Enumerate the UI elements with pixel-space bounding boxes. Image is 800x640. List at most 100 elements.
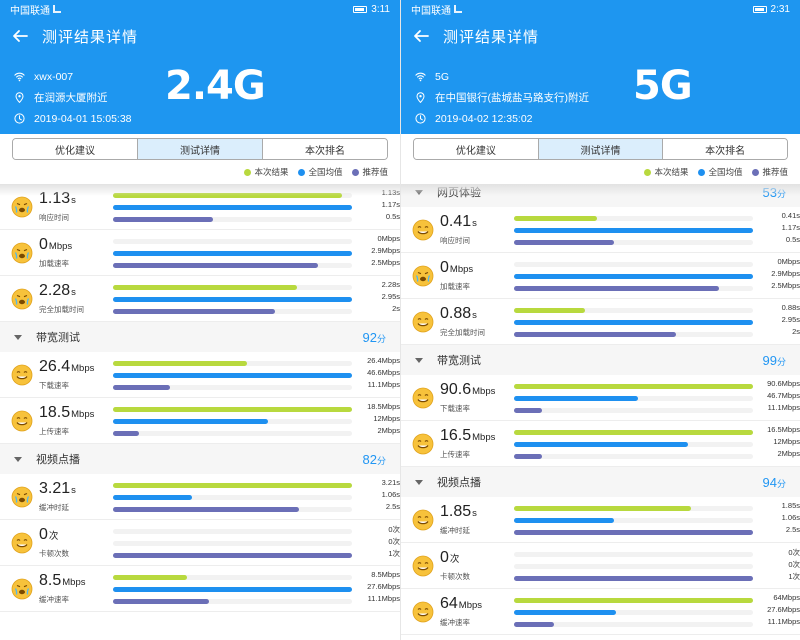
bar-track [513,273,753,279]
section-score: 53分 [763,185,786,200]
crying-face-icon [11,288,33,310]
location: 在中国银行(盐城盐马路支行)附近 [435,92,589,104]
bar-fill-avg [513,273,753,279]
metric-row: 3.21s 缓冲时延 3.21s 1.06s 2.5s [0,474,400,520]
back-arrow-icon[interactable] [12,28,28,44]
bar-value-rec: 11.1Mbps [767,402,800,412]
bar-value-rec: 11.1Mbps [367,593,400,603]
collapse-caret-icon[interactable] [415,357,423,363]
location-pin-icon [416,92,425,103]
tab-optimization[interactable]: 优化建议 [13,139,138,159]
comparison-bars [513,380,753,416]
metric-unit: Mbps [71,363,95,374]
clock-icon [14,113,25,124]
section-title: 视频点播 [437,477,481,489]
bar-value-current: 16.5Mbps [767,424,800,434]
bar-value-current: 0.88s [781,302,800,312]
bar-values: 1.85s 1.06s 2.5s [752,501,800,538]
status-bar: 中国联通 3:11 [0,0,400,18]
section-header[interactable]: 视频点播 94分 [401,467,800,497]
legend-swatch [298,168,306,176]
bar-track [112,482,352,488]
bar-value-rec: 2.5Mbps [771,280,800,290]
collapse-caret-icon[interactable] [14,334,22,340]
metric-row: 0次 卡顿次数 0次 0次 1次 [0,520,400,566]
metric-unit: Mbps [48,241,73,252]
smiley-face-icon [412,555,434,577]
section-score: 94分 [763,475,786,490]
bar-fill-avg [112,204,352,210]
metric-number: 3.21 [39,480,71,497]
metric-number: 1.13 [39,190,71,207]
metric-value: 1.85s [440,503,514,523]
section-header[interactable]: 视频点播 82分 [0,444,400,474]
metric-row: 2.28s 完全加载时间 2.28s 2.95s 2s [0,276,400,322]
ssid-row: 5G [415,66,800,87]
metric-row: 8.5Mbps 缓冲速率 8.5Mbps 27.6Mbps 11.1Mbps [0,566,400,612]
bar-values: 0Mbps 2.9Mbps 2.5Mbps [752,256,800,294]
collapse-caret-icon[interactable] [415,189,423,195]
status-bar: 中国联通 2:31 [401,0,800,18]
section-title: 视频点播 [36,454,80,466]
section-header[interactable]: 带宽测试 99分 [401,345,800,375]
metric-label: 缓冲速率 [39,595,69,604]
legend-swatch [352,168,360,176]
collapse-caret-icon[interactable] [415,479,423,485]
bar-track [112,284,352,290]
section-header[interactable]: 带宽测试 92分 [0,322,400,352]
bar-fill-rec [513,575,753,581]
bar-track [112,430,352,436]
section-score: 99分 [763,353,786,368]
metric-unit: Mbps [472,432,496,443]
bar-fill-avg [112,586,352,592]
crying-face-icon [11,578,33,600]
metric-unit: 次 [48,531,59,542]
tab-ranking[interactable]: 本次排名 [663,139,787,159]
bar-track [513,239,753,245]
bar-fill-current [513,307,586,313]
metric-value-block: 0.88s 完全加载时间 [440,305,514,338]
section-score: 92分 [363,330,386,345]
metric-label: 上传速率 [440,450,470,459]
signal-icon [53,5,61,13]
bar-value-rec: 1次 [388,548,400,558]
bar-value-current: 90.6Mbps [767,378,800,388]
bar-track [513,285,753,291]
bar-fill-rec [112,506,300,512]
collapse-caret-icon[interactable] [14,456,22,462]
section-title: 网页体验 [437,187,481,199]
results-scroll-area[interactable]: 1.13s 响应时间 1.13s 1.17s 0.5s 0Mbps 加载速率 0Mbps 2.9… [0,184,400,640]
metric-row: 1.13s 响应时间 1.13s 1.17s 0.5s [0,184,400,230]
results-scroll-area[interactable]: 网页体验 53分 0.41s 响应时间 0.41s 1.17s 0.5s 0Mbps 加载速率 0… [401,184,800,640]
legend-swatch [244,168,252,176]
metric-row: 1.85s 缓冲时延 1.85s 1.06s 2.5s [401,497,800,543]
bar-value-avg: 2.9Mbps [771,268,800,278]
bar-track [513,441,753,447]
location-row: 在润源大厦附近 [14,87,400,108]
bar-value-current: 0Mbps [777,256,800,266]
tab-ranking[interactable]: 本次排名 [263,139,387,159]
smiley-face-icon [412,311,434,333]
tab-test-details[interactable]: 测试详情 [538,139,664,159]
location-row: 在中国银行(盐城盐马路支行)附近 [415,87,800,108]
bar-track [513,407,753,413]
metric-unit: s [71,485,76,496]
metric-number: 8.5 [39,572,62,589]
comparison-bars [513,304,753,340]
bar-track [513,429,753,435]
section-header[interactable]: 网页体验 53分 [401,184,800,207]
wifi-icon [14,72,25,82]
bar-track [112,598,352,604]
bar-track [513,331,753,337]
bar-track [513,261,753,267]
metric-number: 0.41 [440,213,472,230]
bar-track [513,395,753,401]
back-arrow-icon[interactable] [413,28,429,44]
tab-test-details[interactable]: 测试详情 [138,139,263,159]
tab-optimization[interactable]: 优化建议 [414,139,539,159]
bar-fill-current [513,429,753,435]
bar-value-rec: 2.5s [785,524,800,534]
ssid: xwx-007 [34,70,74,83]
location-pin-icon [15,92,24,103]
comparison-bars [513,548,753,584]
